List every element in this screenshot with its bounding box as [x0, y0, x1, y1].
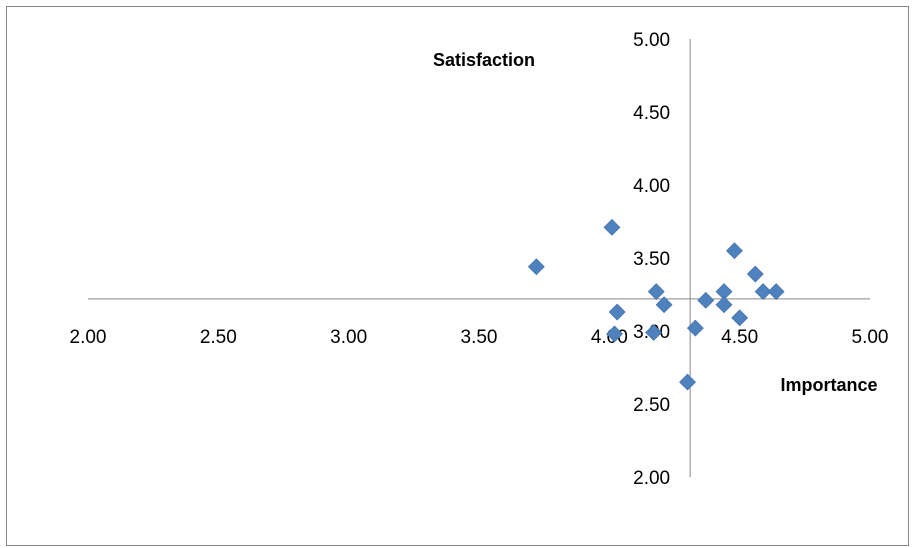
x-tick-label: 4.00 — [591, 327, 628, 348]
y-tick-labels: 2.002.503.003.504.004.505.00 — [633, 30, 670, 489]
data-point — [715, 296, 733, 314]
x-tick-label: 4.50 — [721, 327, 758, 348]
y-tick-label: 4.50 — [633, 103, 670, 124]
data-point — [754, 283, 772, 301]
data-point — [731, 309, 749, 327]
data-point — [606, 325, 623, 343]
y-tick-label: 2.00 — [633, 468, 670, 489]
data-point — [697, 291, 715, 309]
data-point — [527, 258, 545, 276]
x-tick-label: 3.50 — [461, 327, 498, 348]
data-point — [686, 319, 704, 337]
x-tick-labels: 2.00 2.50 3.00 3.50 4.00 4.50 5.00 — [70, 327, 889, 348]
y-axis-title: Satisfaction — [433, 50, 535, 70]
data-point — [679, 373, 696, 391]
x-axis-title: Importance — [780, 375, 877, 395]
x-tick-label: 5.00 — [852, 327, 889, 348]
data-point — [645, 324, 663, 341]
data-point — [603, 218, 621, 236]
y-tick-label: 4.00 — [633, 176, 670, 197]
x-tick-label: 2.50 — [200, 327, 237, 348]
x-tick-label: 3.00 — [330, 327, 367, 348]
data-point — [726, 242, 743, 260]
data-point — [647, 283, 665, 301]
data-points — [527, 218, 785, 391]
y-tick-label: 3.50 — [633, 249, 670, 270]
data-point — [655, 296, 673, 314]
x-tick-label: 2.00 — [70, 327, 107, 348]
data-point — [746, 265, 764, 283]
data-point — [767, 283, 785, 301]
y-tick-label: 5.00 — [633, 30, 670, 51]
data-point — [608, 303, 626, 321]
y-tick-label: 2.50 — [633, 395, 670, 416]
